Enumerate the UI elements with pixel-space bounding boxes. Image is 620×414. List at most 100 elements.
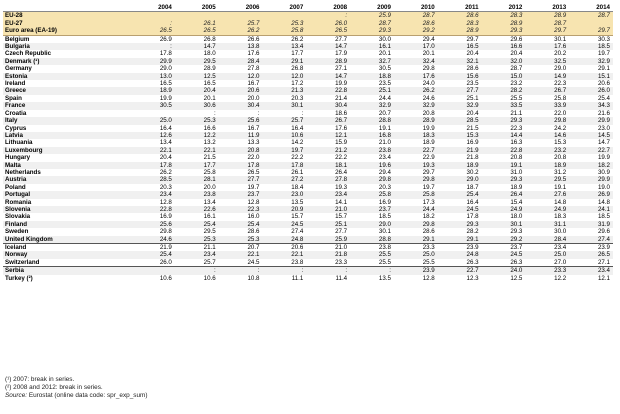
table-cell: 30.2 (466, 168, 479, 176)
table-cell: 12.5 (510, 274, 523, 282)
table-row: Poland 20.3 20.0 19.7 18.4 19.3 20.3 19.7 18.7 18… (3, 184, 613, 191)
table-cell: 24.8 (437, 251, 482, 259)
table-cell: 11.9 (218, 131, 263, 140)
row-label: Turkey (²) (5, 274, 33, 282)
table-cell: 23.8 (350, 243, 394, 252)
table-cell: 18.2 (422, 213, 435, 221)
table-cell: 26.1 (174, 19, 219, 28)
table-cell: 20.3 (159, 183, 172, 191)
table-cell: 22.1 (131, 146, 175, 155)
table-row: Portugal 23.4 23.8 23.7 23.0 23.4 25.8 25.8 25.4… (3, 191, 613, 199)
table-cell: 32.0 (481, 57, 526, 66)
row-label: Croatia (5, 109, 27, 117)
table-cell: 15.7 (291, 213, 304, 221)
table-row: Italy 25.0 25.3 25.6 25.7 26.7 28.8 28.9 28.5 29.… (3, 117, 613, 125)
table-cell: 12.3 (466, 274, 479, 282)
table-row: United Kingdom 24.6 25.3 25.3 24.8 25.9 28.8 29… (3, 235, 613, 244)
table-cell: 22.3 (218, 205, 263, 214)
table-cell: 14.2 (291, 139, 304, 147)
table-cell: 28.5 (131, 176, 175, 184)
table-cell: 12.2 (554, 274, 567, 282)
table-cell: 28.5 (437, 117, 482, 125)
table-cell: 27.1 (335, 65, 348, 73)
table-cell (131, 266, 175, 275)
table-cell: 10.6 (159, 274, 172, 282)
table-cell: 13.5 (291, 198, 304, 206)
table-cell: 22.2 (291, 154, 304, 162)
table-row: Belgium 26.9 26.8 26.6 26.2 27.7 30.0 29.4 29.7 2… (3, 35, 613, 43)
table-cell: 28.7 (350, 19, 394, 28)
table-cell: 29.6 (597, 228, 610, 236)
table-cell: : (262, 266, 307, 275)
table-cell: 22.1 (262, 251, 307, 259)
table-cell: 21.9 (437, 146, 482, 155)
row-label: Finland (3, 220, 132, 229)
table-cell: 26.5 (247, 168, 260, 176)
table-cell: 26.6 (247, 35, 260, 43)
table-cell: 16.7 (247, 80, 260, 88)
table-cell: 13.2 (203, 139, 216, 147)
table-cell: 18.4 (291, 183, 304, 191)
table-cell: 27.8 (306, 176, 351, 184)
table-cell: 22.2 (335, 154, 348, 162)
table-cell: 24.5 (481, 251, 526, 259)
table-cell: 30.0 (554, 228, 567, 236)
table-cell: 25.0 (131, 117, 175, 125)
table-cell: 26.9 (569, 191, 613, 199)
table-cell: 18.3 (393, 131, 438, 140)
table-cell: 27.4 (291, 228, 304, 236)
table-cell: 29.0 (350, 220, 394, 229)
table-cell: 24.1 (569, 205, 613, 214)
table-cell: 18.9 (510, 183, 523, 191)
table-cell: 11.1 (291, 274, 304, 282)
table-cell: 29.8 (350, 176, 394, 184)
table-cell: 23.4 (306, 191, 351, 199)
year-header: 2012 (481, 4, 526, 13)
row-label: United Kingdom (3, 235, 132, 244)
table-cell: 16.9 (466, 139, 479, 147)
table-cell: 20.4 (466, 50, 479, 58)
table-cell: 29.3 (481, 27, 526, 36)
table-row: Bulgaria:14.7 13.8 13.4 14.7 16.1 17.0 16.5 16.… (3, 43, 613, 51)
table-cell: 12.1 (306, 131, 351, 140)
table-cell: 17.9 (335, 50, 348, 58)
table-cell: 30.1 (554, 35, 567, 43)
table-cell: 28.7 (525, 19, 570, 28)
table-cell: 23.7 (350, 205, 394, 214)
table-cell: 28.9 (525, 11, 570, 20)
table-cell: 22.6 (174, 205, 219, 214)
table-cell: 25.4 (437, 191, 482, 199)
table-cell: 25.1 (350, 87, 394, 95)
table-row: Netherlands 26.2 25.8 26.5 26.1 26.4 29.4 29.7 3… (3, 169, 613, 176)
table-cell: 30.1 (262, 102, 307, 110)
table-cell: 20.1 (378, 50, 391, 58)
table-cell: 25.7 (262, 117, 307, 125)
table-cell (262, 11, 307, 20)
table-cell: 29.9 (569, 176, 613, 184)
table-cell: 20.3 (291, 94, 304, 102)
table-cell: 26.2 (159, 168, 172, 176)
table-cell: 27.6 (525, 191, 570, 199)
table-cell: 20.8 (218, 146, 263, 155)
table-cell: 25.8 (554, 94, 567, 102)
table-cell: 25.3 (262, 19, 307, 28)
table-cell: : (350, 266, 394, 275)
table-cell: 25.5 (378, 258, 391, 266)
table-cell: 25.0 (525, 251, 570, 259)
table-cell: 12.8 (247, 198, 260, 206)
table-cell: 26.3 (510, 258, 523, 266)
table-cell: 27.1 (597, 258, 610, 266)
row-label: Netherlands (5, 168, 41, 176)
table-cell: 28.6 (466, 65, 479, 73)
table-cell: 26.7 (306, 117, 351, 125)
table-cell: 34.3 (569, 102, 613, 110)
table-cell: 12.1 (597, 274, 610, 282)
table-cell: 25.5 (422, 258, 435, 266)
table-cell: 29.0 (554, 65, 567, 73)
table-cell: 13.4 (203, 198, 216, 206)
row-label: Cyprus (5, 124, 27, 132)
table-cell: 30.9 (597, 168, 610, 176)
table-cell: 23.2 (510, 80, 523, 88)
table-cell: 17.8 (159, 50, 172, 58)
table-body: EU-28:25.9 28.7 28.6 28.3 28.9 28.7 EU-27:26.1… (3, 11, 613, 282)
